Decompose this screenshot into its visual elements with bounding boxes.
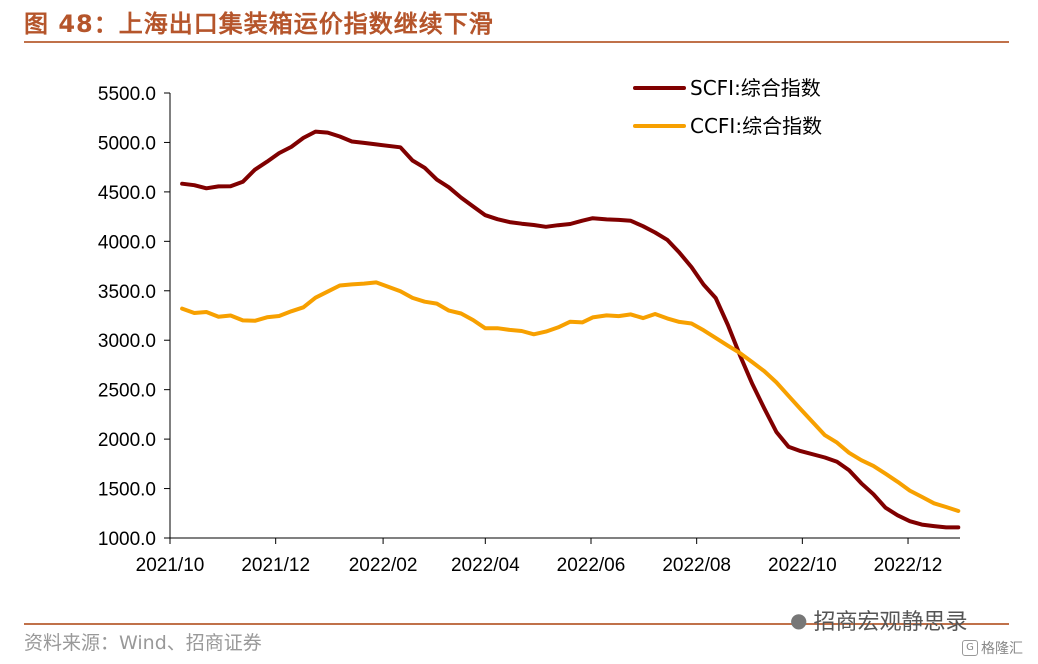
brand-mark: G 格隆汇 [962, 638, 1023, 658]
y-tick-label: 1000.0 [98, 529, 156, 550]
legend-label: CCFI:综合指数 [690, 114, 822, 138]
x-tick-label: 2022/12 [874, 555, 943, 576]
legend-label: SCFI:综合指数 [690, 76, 821, 100]
x-tick-label: 2021/12 [241, 555, 310, 576]
watermark-text: 招商宏观静思录 [813, 610, 968, 635]
wechat-icon: ● [790, 608, 808, 632]
x-tick-label: 2021/10 [136, 555, 205, 576]
y-tick-label: 5500.0 [98, 84, 156, 105]
y-tick-label: 3500.0 [98, 282, 156, 303]
y-tick-label: 5000.0 [98, 133, 156, 154]
brand-logo-icon: G [962, 640, 978, 656]
y-axis: 1000.0 1500.0 2000.0 2500.0 3000.0 3500.0 4000… [98, 84, 171, 550]
x-tick-label: 2022/08 [662, 555, 731, 576]
watermark: ● 招商宏观静思录 [790, 604, 967, 636]
legend: SCFI:综合指数 CCFI:综合指数 [633, 76, 822, 138]
source-note: 资料来源：Wind、招商证券 [24, 632, 262, 654]
y-tick-label: 2500.0 [98, 381, 156, 402]
y-tick-label: 3000.0 [98, 331, 156, 352]
x-tick-label: 2022/06 [557, 555, 626, 576]
y-tick-label: 1500.0 [98, 480, 156, 501]
x-tick-label: 2022/02 [349, 555, 418, 576]
y-tick-label: 4000.0 [98, 232, 156, 253]
brand-text: 格隆汇 [981, 641, 1023, 657]
figure-title: 图 48：上海出口集装箱运价指数继续下滑 [24, 10, 494, 38]
x-axis: 2021/10 2021/12 2022/02 2022/04 2022/06 2022/… [136, 537, 960, 576]
x-tick-label: 2022/04 [451, 555, 520, 576]
y-tick-label: 4500.0 [98, 183, 156, 204]
source-rule [24, 623, 1009, 625]
scfi-series-line [180, 129, 961, 530]
title-rule [24, 41, 1009, 43]
x-tick-label: 2022/10 [768, 555, 837, 576]
y-tick-label: 2000.0 [98, 430, 156, 451]
ccfi-series-line [180, 280, 961, 513]
series-lines [180, 129, 961, 530]
